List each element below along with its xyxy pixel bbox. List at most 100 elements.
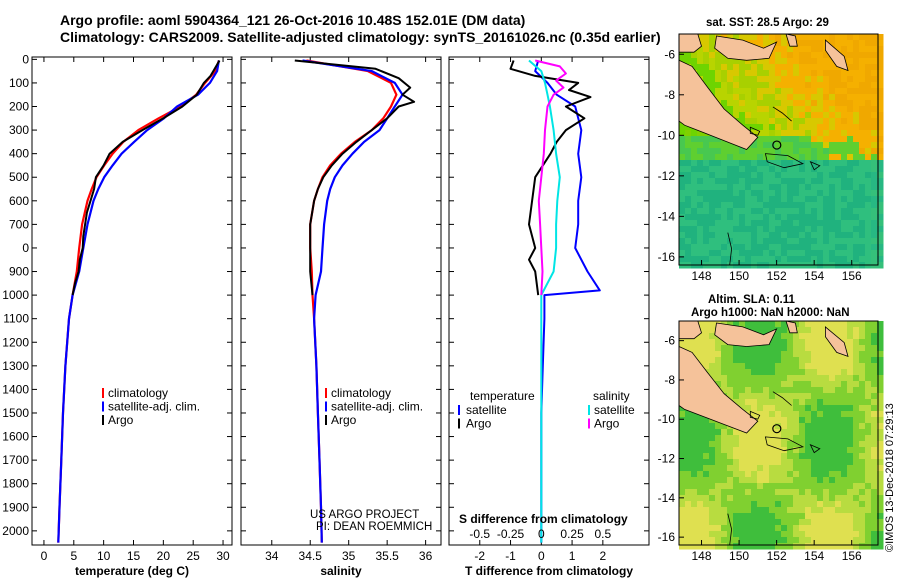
diff-salinity-satellite-line [528,59,561,543]
map-lat-label: -10 [658,128,676,142]
depth-tick-label: 2000 [2,524,29,538]
map-lat-label: -12 [658,452,676,466]
map-field [679,34,884,269]
x-tick-label: 10 [97,549,111,563]
depth-tick-label: 1200 [2,335,29,349]
depth-tick-label: 500 [9,170,29,184]
s-tick-label: 0.5 [595,527,612,541]
s-tick-label: -0.25 [497,527,525,541]
map-lon-label: 152 [767,269,787,283]
map-lon-label: 148 [692,549,712,563]
x-axis-label: T difference from climatology [465,564,633,578]
map-lat-label: -6 [664,334,675,348]
difference-panel: -2 -1 0 1 2T difference from climatology S di… [448,56,650,578]
x-tick-label: 34 [265,549,279,563]
x-tick-label: 34.5 [299,549,323,563]
map-lat-label: -8 [664,373,675,387]
float-position-marker [772,424,782,434]
map-lon-label: 152 [767,549,787,563]
map-lat-label: -10 [658,412,676,426]
map-bottom-title-line2: Argo h1000: NaN h2000: NaN [691,307,850,319]
map-lat-label: -6 [664,47,675,61]
float-position-marker [772,140,782,150]
depth-tick-label: 600 [9,194,29,208]
depth-tick-label: 1500 [2,406,29,420]
map-lon-label: 156 [842,549,862,563]
depth-tick-label: 700 [9,217,29,231]
sla-map-panel: 148 150 152 154 156 -6 -8 -10 -12 -14 -16 [658,320,884,563]
s-axis-label: S difference from climatology [459,512,628,526]
map-field [679,321,884,550]
plot-frame [31,56,233,546]
salinity-argo-line [294,59,416,296]
x-tick-label: 1 [569,549,576,563]
depth-tick-label: 1600 [2,430,29,444]
sst-map-panel: 148 150 152 154 156 -6 -8 -10 -12 -14 -16 [658,33,884,283]
x-tick-label: 36 [419,549,433,563]
x-tick-label: 5 [70,549,77,563]
map-lat-label: -16 [658,250,676,264]
x-tick-label: 35 [342,549,356,563]
depth-tick-label: 1800 [2,477,29,491]
salinity-satellite-adj-clim--line [302,59,404,543]
map-frame [678,320,879,546]
x-tick-label: 20 [157,549,171,563]
x-tick-label: 0 [41,549,48,563]
temperature-satellite-adj-clim--line [57,60,220,543]
x-tick-label: 0 [538,549,545,563]
map-lon-label: 154 [804,549,824,563]
depth-tick-label: 1100 [3,312,29,326]
depth-tick-label: 1700 [2,453,29,467]
legend-label: satellite-adj. clim. [108,400,200,414]
map-bottom-title-line1: Altim. SLA: 0.11 [708,294,796,306]
salinity-panel: 34 34.5 35 35.5 36 salinity climatologysatelli… [240,56,442,578]
s-tick-label: 0.25 [560,527,584,541]
legend-label: Argo [594,417,620,431]
legend-header-salinity: salinity [593,389,630,403]
x-tick-label: 30 [216,549,230,563]
legend-label: Argo [466,417,492,431]
x-axis-label: salinity [320,564,362,578]
map-lat-label: -8 [664,88,675,102]
depth-tick-label: 0 [22,52,29,66]
depth-tick-label: 1900 [2,500,29,514]
legend-label: satellite-adj. clim. [331,400,423,414]
x-tick-label: 25 [187,549,201,563]
legend-label: satellite [466,403,507,417]
diff-temperature-argo-line [509,60,592,296]
temperature-argo-line [71,59,221,296]
depth-tick-label: 200 [9,100,29,114]
map-frame [678,33,879,266]
x-tick-label: -1 [505,549,516,563]
credit-line2: PI: DEAN ROEMMICH [316,521,432,533]
depth-tick-label: 1000 [2,288,29,302]
chart-title-line2: Climatology: CARS2009. Satellite-adjuste… [60,29,661,45]
map-lat-label: -14 [658,491,676,505]
map-lon-label: 148 [692,269,712,283]
legend-header-temperature: temperature [470,389,535,403]
diff-salinity-argo-line [534,59,567,296]
map-lon-label: 150 [729,269,749,283]
x-tick-label: 2 [600,549,607,563]
x-tick-label: 35.5 [375,549,399,563]
depth-tick-label: 100 [9,76,29,90]
x-tick-label: 15 [127,549,141,563]
map-lat-label: -16 [658,530,676,544]
legend-label: climatology [108,386,168,400]
map-lat-label: -14 [658,209,676,223]
legend-label: satellite [594,403,635,417]
land [678,320,849,546]
depth-tick-label: 1400 [2,382,29,396]
watermark: ©IMOS 13-Dec-2018 07:29:13 [884,403,896,552]
depth-tick-label: 900 [9,265,29,279]
s-tick-label: 0 [538,527,545,541]
x-axis-label: temperature (deg C) [75,564,189,578]
depth-tick-label: 1300 [2,359,29,373]
land [678,33,849,266]
x-tick-label: -2 [474,549,485,563]
chart-title-line1: Argo profile: aoml 5904364_121 26-Oct-20… [60,12,526,28]
plot-frame [448,56,650,546]
depth-tick-label: 300 [9,123,29,137]
map-lat-label: -12 [658,169,676,183]
legend-label: Argo [108,413,134,427]
